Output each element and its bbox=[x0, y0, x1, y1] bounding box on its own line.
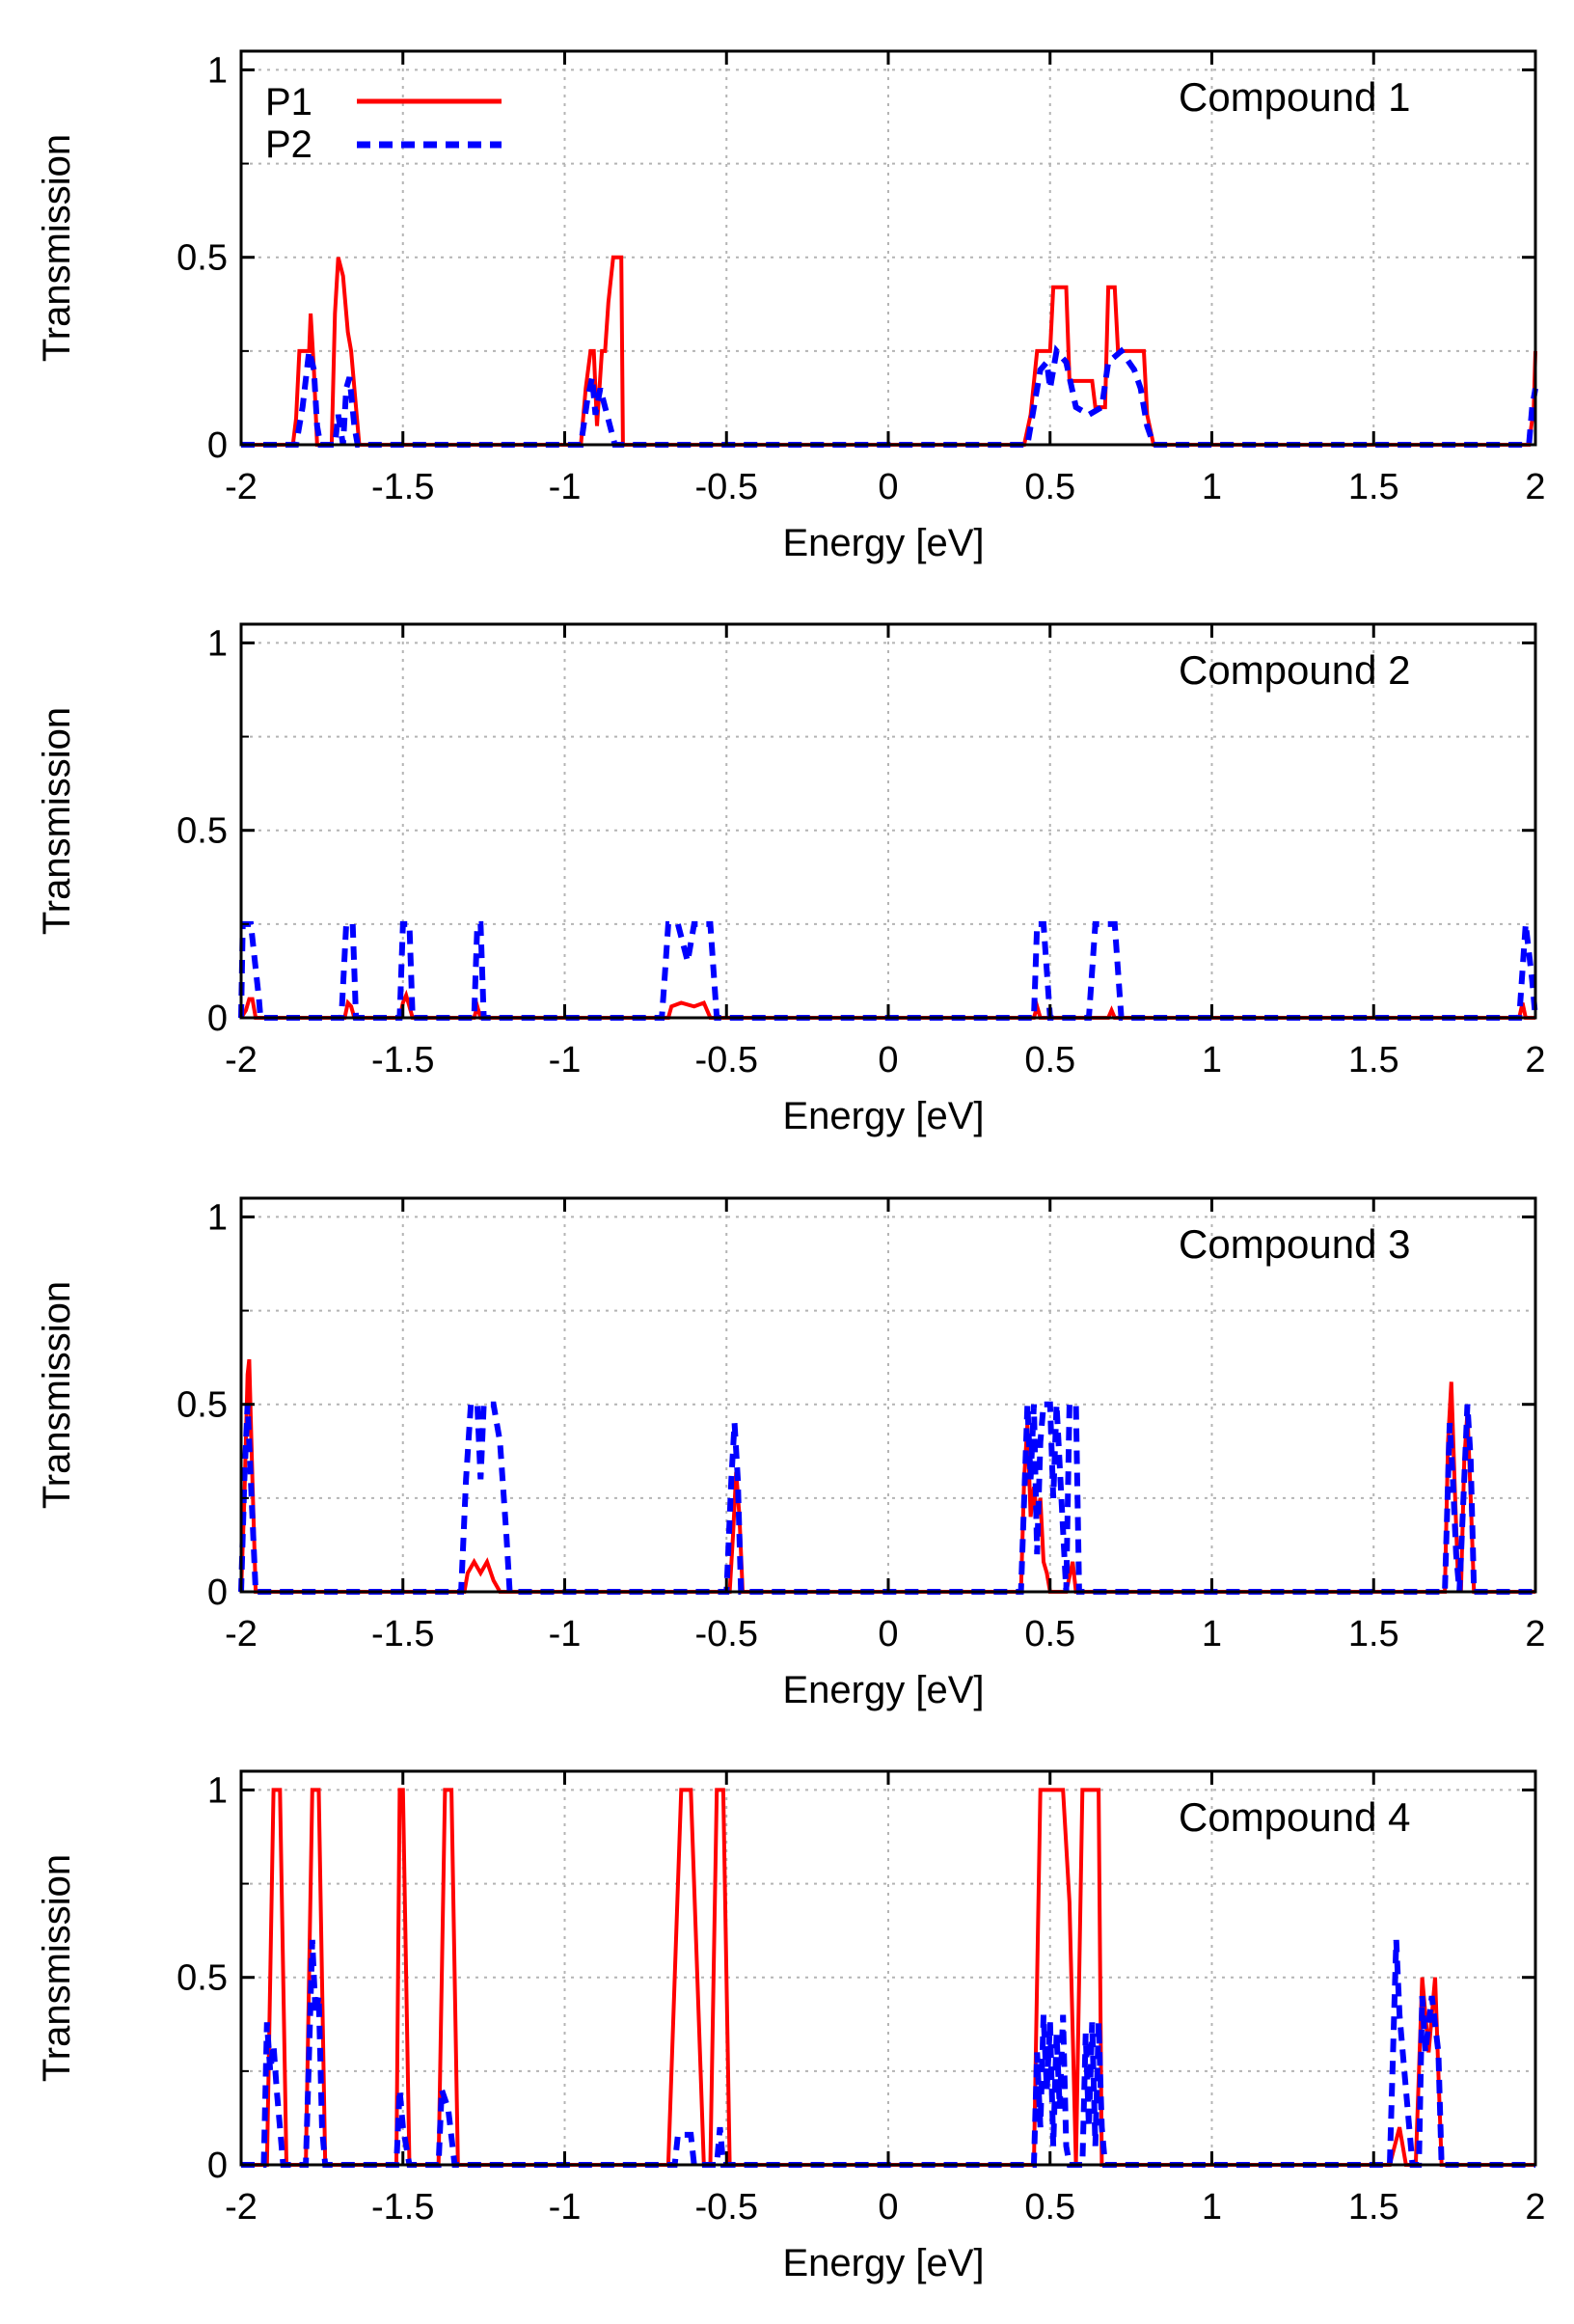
x-tick-label: 1.5 bbox=[1348, 2187, 1399, 2228]
x-tick-label: 0.5 bbox=[1024, 467, 1075, 507]
x-tick-label: 2 bbox=[1525, 2187, 1545, 2228]
x-tick-label: 2 bbox=[1525, 1040, 1545, 1080]
x-tick-label: -1 bbox=[549, 1040, 582, 1080]
compound-annotation: Compound 3 bbox=[1179, 1221, 1411, 1267]
x-tick-label: -2 bbox=[225, 2187, 258, 2228]
panel-compound-1: -2 -1.5 -1 -0.5 0 0.5 1 1.5 2 0 0.5 1 Energy [eV] Tra… bbox=[36, 49, 1546, 564]
y-tick-label: 1 bbox=[207, 1197, 228, 1238]
x-axis-label: Energy [eV] bbox=[782, 1095, 984, 1137]
x-tick-label: -1 bbox=[549, 467, 582, 507]
x-axis-label: Energy [eV] bbox=[782, 2242, 984, 2284]
x-tick-label: 1 bbox=[1202, 467, 1222, 507]
x-axis-label: Energy [eV] bbox=[782, 1669, 984, 1711]
x-tick-label: 0 bbox=[878, 1614, 898, 1654]
y-tick-label: 0.5 bbox=[176, 238, 228, 279]
series-line-p2 bbox=[241, 1939, 1535, 2168]
compound-annotation: Compound 1 bbox=[1179, 74, 1411, 120]
x-tick-label: -2 bbox=[225, 467, 258, 507]
y-tick-label: 0.5 bbox=[176, 1385, 228, 1426]
x-tick-label: 0 bbox=[878, 1040, 898, 1080]
x-tick-label: 1.5 bbox=[1348, 467, 1399, 507]
x-tick-label: 0.5 bbox=[1024, 1040, 1075, 1080]
legend: P1 P2 bbox=[265, 81, 502, 166]
x-tick-label: -2 bbox=[225, 1040, 258, 1080]
y-tick-label: 1 bbox=[207, 623, 228, 664]
x-tick-label: -1 bbox=[549, 1614, 582, 1654]
x-tick-label: -0.5 bbox=[695, 2187, 758, 2228]
x-tick-label: -1.5 bbox=[371, 467, 434, 507]
y-axis-label: Transmission bbox=[36, 134, 78, 362]
y-axis-label: Transmission bbox=[36, 1854, 78, 2082]
x-tick-label: 1.5 bbox=[1348, 1040, 1399, 1080]
y-tick-label: 0.5 bbox=[176, 1958, 228, 1999]
legend-label-p2: P2 bbox=[265, 123, 312, 166]
y-tick-label: 0 bbox=[207, 1572, 228, 1613]
panel-compound-2: -2 -1.5 -1 -0.5 0 0.5 1 1.5 2 0 0.5 1 Energy [eV] Tra… bbox=[36, 622, 1546, 1137]
series-line-p2 bbox=[238, 920, 1538, 1021]
x-tick-label: -0.5 bbox=[695, 1614, 758, 1654]
y-tick-label: 0 bbox=[207, 998, 228, 1039]
x-tick-label: 1 bbox=[1202, 1040, 1222, 1080]
x-tick-label: 0.5 bbox=[1024, 1614, 1075, 1654]
x-tick-label: -2 bbox=[225, 1614, 258, 1654]
x-tick-label: 1.5 bbox=[1348, 1614, 1399, 1654]
y-tick-label: 0.5 bbox=[176, 811, 228, 852]
x-tick-label: 2 bbox=[1525, 1614, 1545, 1654]
x-tick-label: -1.5 bbox=[371, 1040, 434, 1080]
x-tick-label: 0.5 bbox=[1024, 2187, 1075, 2228]
y-tick-label: 1 bbox=[207, 50, 228, 91]
x-tick-label: -0.5 bbox=[695, 1040, 758, 1080]
x-tick-label: 0 bbox=[878, 467, 898, 507]
panel-compound-4: -2 -1.5 -1 -0.5 0 0.5 1 1.5 2 0 0.5 1 Energy [eV] Tra… bbox=[36, 1769, 1546, 2284]
x-tick-label: -1.5 bbox=[371, 1614, 434, 1654]
compound-annotation: Compound 4 bbox=[1179, 1794, 1411, 1840]
x-tick-label: 0 bbox=[878, 2187, 898, 2228]
x-tick-label: -1.5 bbox=[371, 2187, 434, 2228]
y-tick-label: 1 bbox=[207, 1770, 228, 1811]
y-tick-label: 0 bbox=[207, 425, 228, 466]
x-tick-label: 1 bbox=[1202, 2187, 1222, 2228]
x-tick-label: 1 bbox=[1202, 1614, 1222, 1654]
compound-annotation: Compound 2 bbox=[1179, 647, 1411, 693]
y-axis-label: Transmission bbox=[36, 707, 78, 935]
series-line-p2 bbox=[238, 1401, 1535, 1595]
y-axis-label: Transmission bbox=[36, 1281, 78, 1509]
y-tick-label: 0 bbox=[207, 2146, 228, 2186]
x-axis-label: Energy [eV] bbox=[782, 522, 984, 564]
x-tick-label: -0.5 bbox=[695, 467, 758, 507]
legend-label-p1: P1 bbox=[265, 81, 312, 123]
panel-compound-3: -2 -1.5 -1 -0.5 0 0.5 1 1.5 2 0 0.5 1 Energy [eV] Tra… bbox=[36, 1196, 1546, 1711]
x-tick-label: -1 bbox=[549, 2187, 582, 2228]
x-tick-label: 2 bbox=[1525, 467, 1545, 507]
